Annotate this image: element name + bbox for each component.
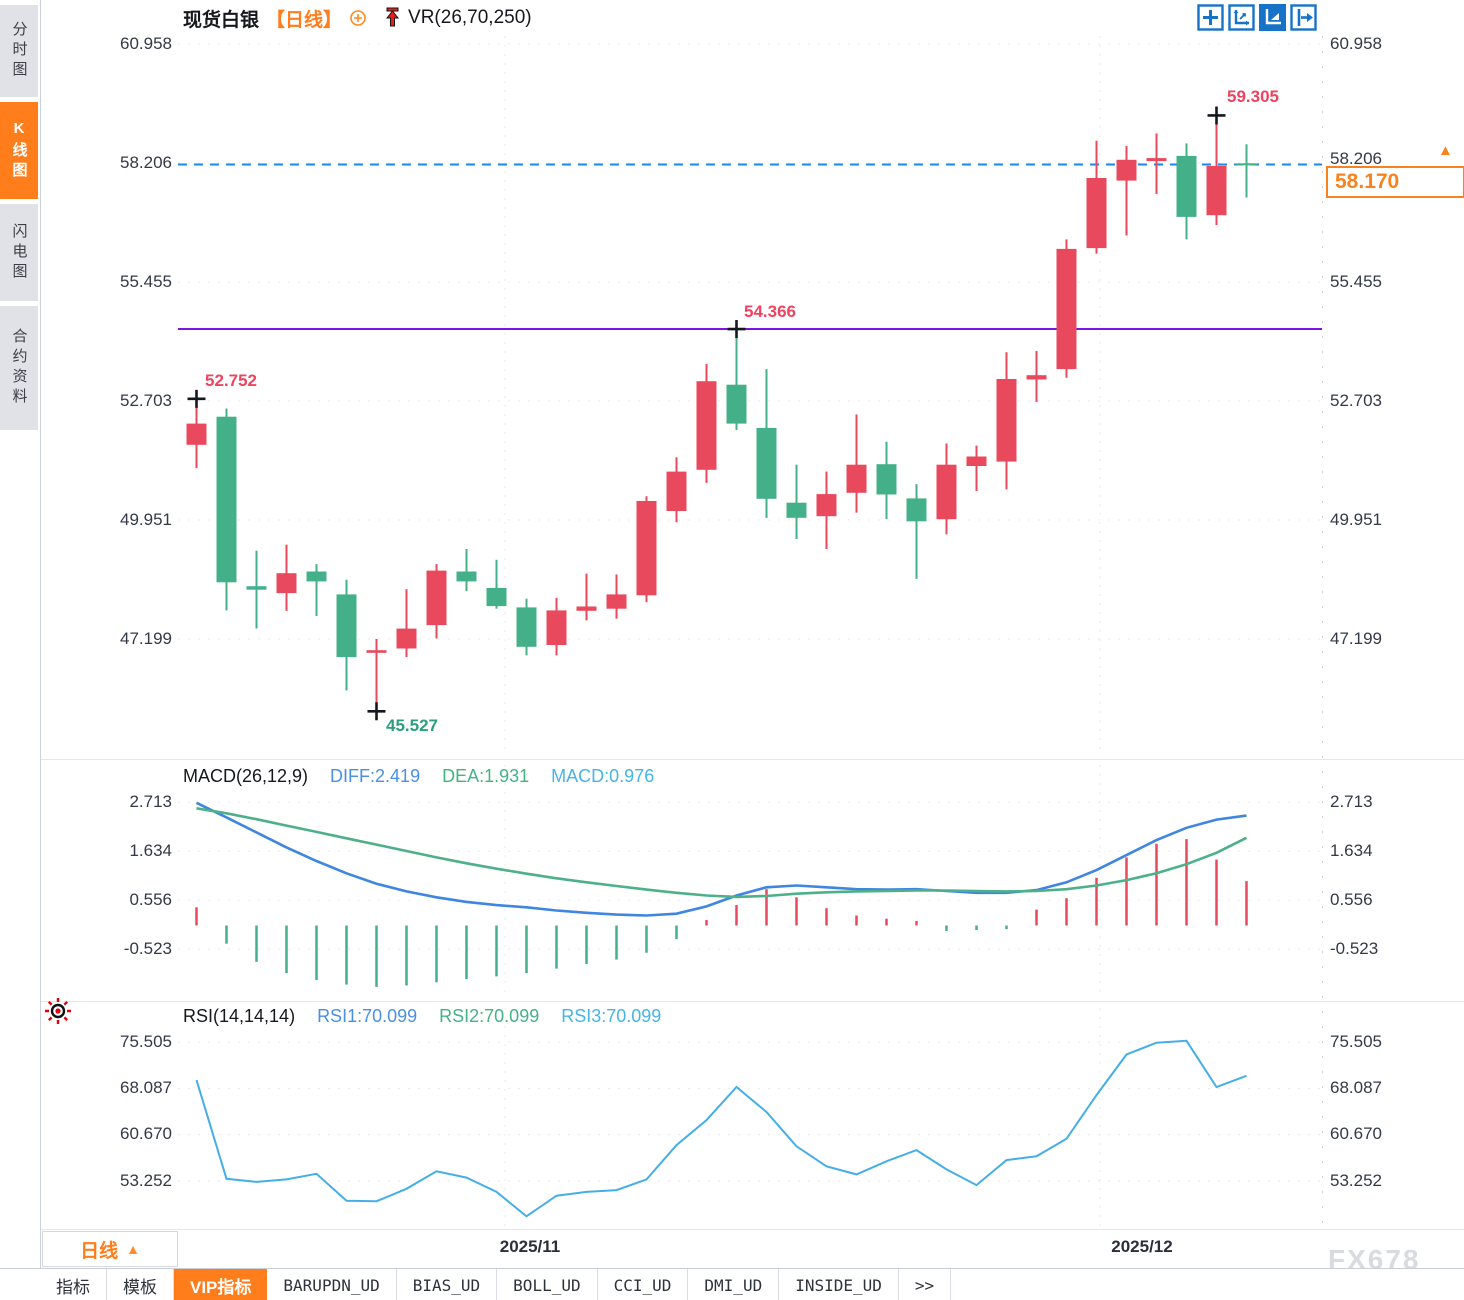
xaxis-label-month: 2025/12 [1111,1237,1173,1256]
price-tick-label: 55.455 [120,272,172,291]
sidebar-item-kline[interactable]: K线图 [0,102,38,199]
indicator-tabbar: 指标 模板 VIP指标 BARUPDN_UD BIAS_UD BOLL_UD C… [0,1268,1464,1300]
macd-diff-value: DIFF:2.419 [330,766,421,786]
rsi-tick-label: 75.505 [1330,1032,1382,1051]
rsi2-value: RSI2:70.099 [439,1006,540,1026]
sidebar-item-lightning[interactable]: 闪电图 [0,204,38,301]
xaxis-label-month: 2025/11 [499,1237,561,1256]
tab-cci-ud[interactable]: CCI_UD [597,1269,689,1300]
rsi-tick-label: 60.670 [120,1124,172,1143]
chart-header: 现货白银 【日线】 VR(26,70,250) [183,4,532,32]
rsi-title: RSI(14,14,14) [183,1006,296,1026]
period-selector-label: 日线 [80,1240,119,1262]
tab-indicators[interactable]: 指标 [40,1269,107,1300]
price-tick-label: 58.206 [120,153,172,172]
macd-title: MACD(26,12,9) [183,766,309,786]
macd-tick-label: -0.523 [123,939,172,958]
tab-vip-indicators[interactable]: VIP指标 [174,1269,268,1300]
macd-tick-label: -0.523 [1330,939,1379,958]
price-tick-label: 47.199 [120,629,172,648]
macd-tick-label: 1.634 [129,841,172,860]
price-annotation-59305: 59.305 [1227,87,1279,106]
latest-price-arrow-icon: ▲ [1438,142,1453,159]
rsi-tick-label: 53.252 [1330,1171,1382,1190]
chart-toolbar [1197,4,1317,31]
macd-tick-label: 0.556 [1330,890,1373,909]
macd-header: MACD(26,12,9) DIFF:2.419 DEA:1.931 MACD:… [183,766,654,787]
rsi-tick-label: 75.505 [120,1032,172,1051]
symbol-name: 现货白银 [183,9,260,31]
current-price-tag: 58.170 [1326,166,1464,198]
tab-templates[interactable]: 模板 [107,1269,174,1300]
price-tick-label: 52.703 [1330,391,1382,410]
period-selector[interactable]: 日线 ▲ [42,1231,178,1267]
pan-to-latest-tool-icon[interactable] [1290,4,1317,31]
tab-barupdn-ud[interactable]: BARUPDN_UD [267,1269,397,1300]
rsi-tick-label: 68.087 [120,1078,172,1097]
tab-bias-ud[interactable]: BIAS_UD [396,1269,498,1300]
chevron-up-icon: ▲ [126,1241,140,1257]
overlay-indicator-label: VR(26,70,250) [408,7,532,28]
period-tag: 【日线】 [266,9,343,31]
auto-scale-tool-icon[interactable] [1259,4,1286,31]
macd-tick-label: 1.634 [1330,841,1373,860]
tab-inside-ud[interactable]: INSIDE_UD [779,1269,899,1300]
price-tick-label: 49.951 [120,510,172,529]
price-tick-label: 60.958 [120,34,172,53]
zoom-axes-tool-icon[interactable] [1228,4,1255,31]
macd-tick-label: 0.556 [129,890,172,909]
rsi-header: RSI(14,14,14) RSI1:70.099 RSI2:70.099 RS… [183,1006,661,1027]
rsi-tick-label: 68.087 [1330,1078,1382,1097]
price-tick-label: 55.455 [1330,272,1382,291]
price-tick-label: 60.958 [1330,34,1382,53]
price-annotation-45527: 45.527 [386,716,438,735]
crosshair-tool-icon[interactable] [1197,4,1224,31]
rsi1-value: RSI1:70.099 [317,1006,418,1026]
rsi3-value: RSI3:70.099 [561,1006,662,1026]
pin-indicator-icon[interactable] [384,7,401,29]
add-indicator-icon[interactable] [349,9,367,27]
macd-dea-value: DEA:1.931 [442,766,530,786]
price-annotation-54366: 54.366 [744,302,796,321]
price-annotation-52752: 52.752 [205,371,257,390]
tab-dmi-ud[interactable]: DMI_UD [688,1269,780,1300]
panel-divider [40,759,1464,760]
indicator-alert-icon[interactable] [44,997,72,1030]
tab-boll-ud[interactable]: BOLL_UD [497,1269,598,1300]
sidebar-item-contract-info[interactable]: 合约资料 [0,306,38,430]
panel-divider [40,1001,1464,1002]
sidebar-item-timeshare[interactable]: 分时图 [0,5,38,97]
price-tick-label: 49.951 [1330,510,1382,529]
price-tick-label: 47.199 [1330,629,1382,648]
macd-hist-value: MACD:0.976 [551,766,655,786]
macd-tick-label: 2.713 [129,792,172,811]
sidebar-border [40,0,41,1300]
macd-tick-label: 2.713 [1330,792,1373,811]
tab-more[interactable]: >> [898,1269,952,1300]
rsi-tick-label: 60.670 [1330,1124,1382,1143]
panel-divider [40,1229,1464,1230]
rsi-tick-label: 53.252 [120,1171,172,1190]
price-tick-label: 58.206 [1330,149,1382,168]
price-tick-label: 52.703 [120,391,172,410]
